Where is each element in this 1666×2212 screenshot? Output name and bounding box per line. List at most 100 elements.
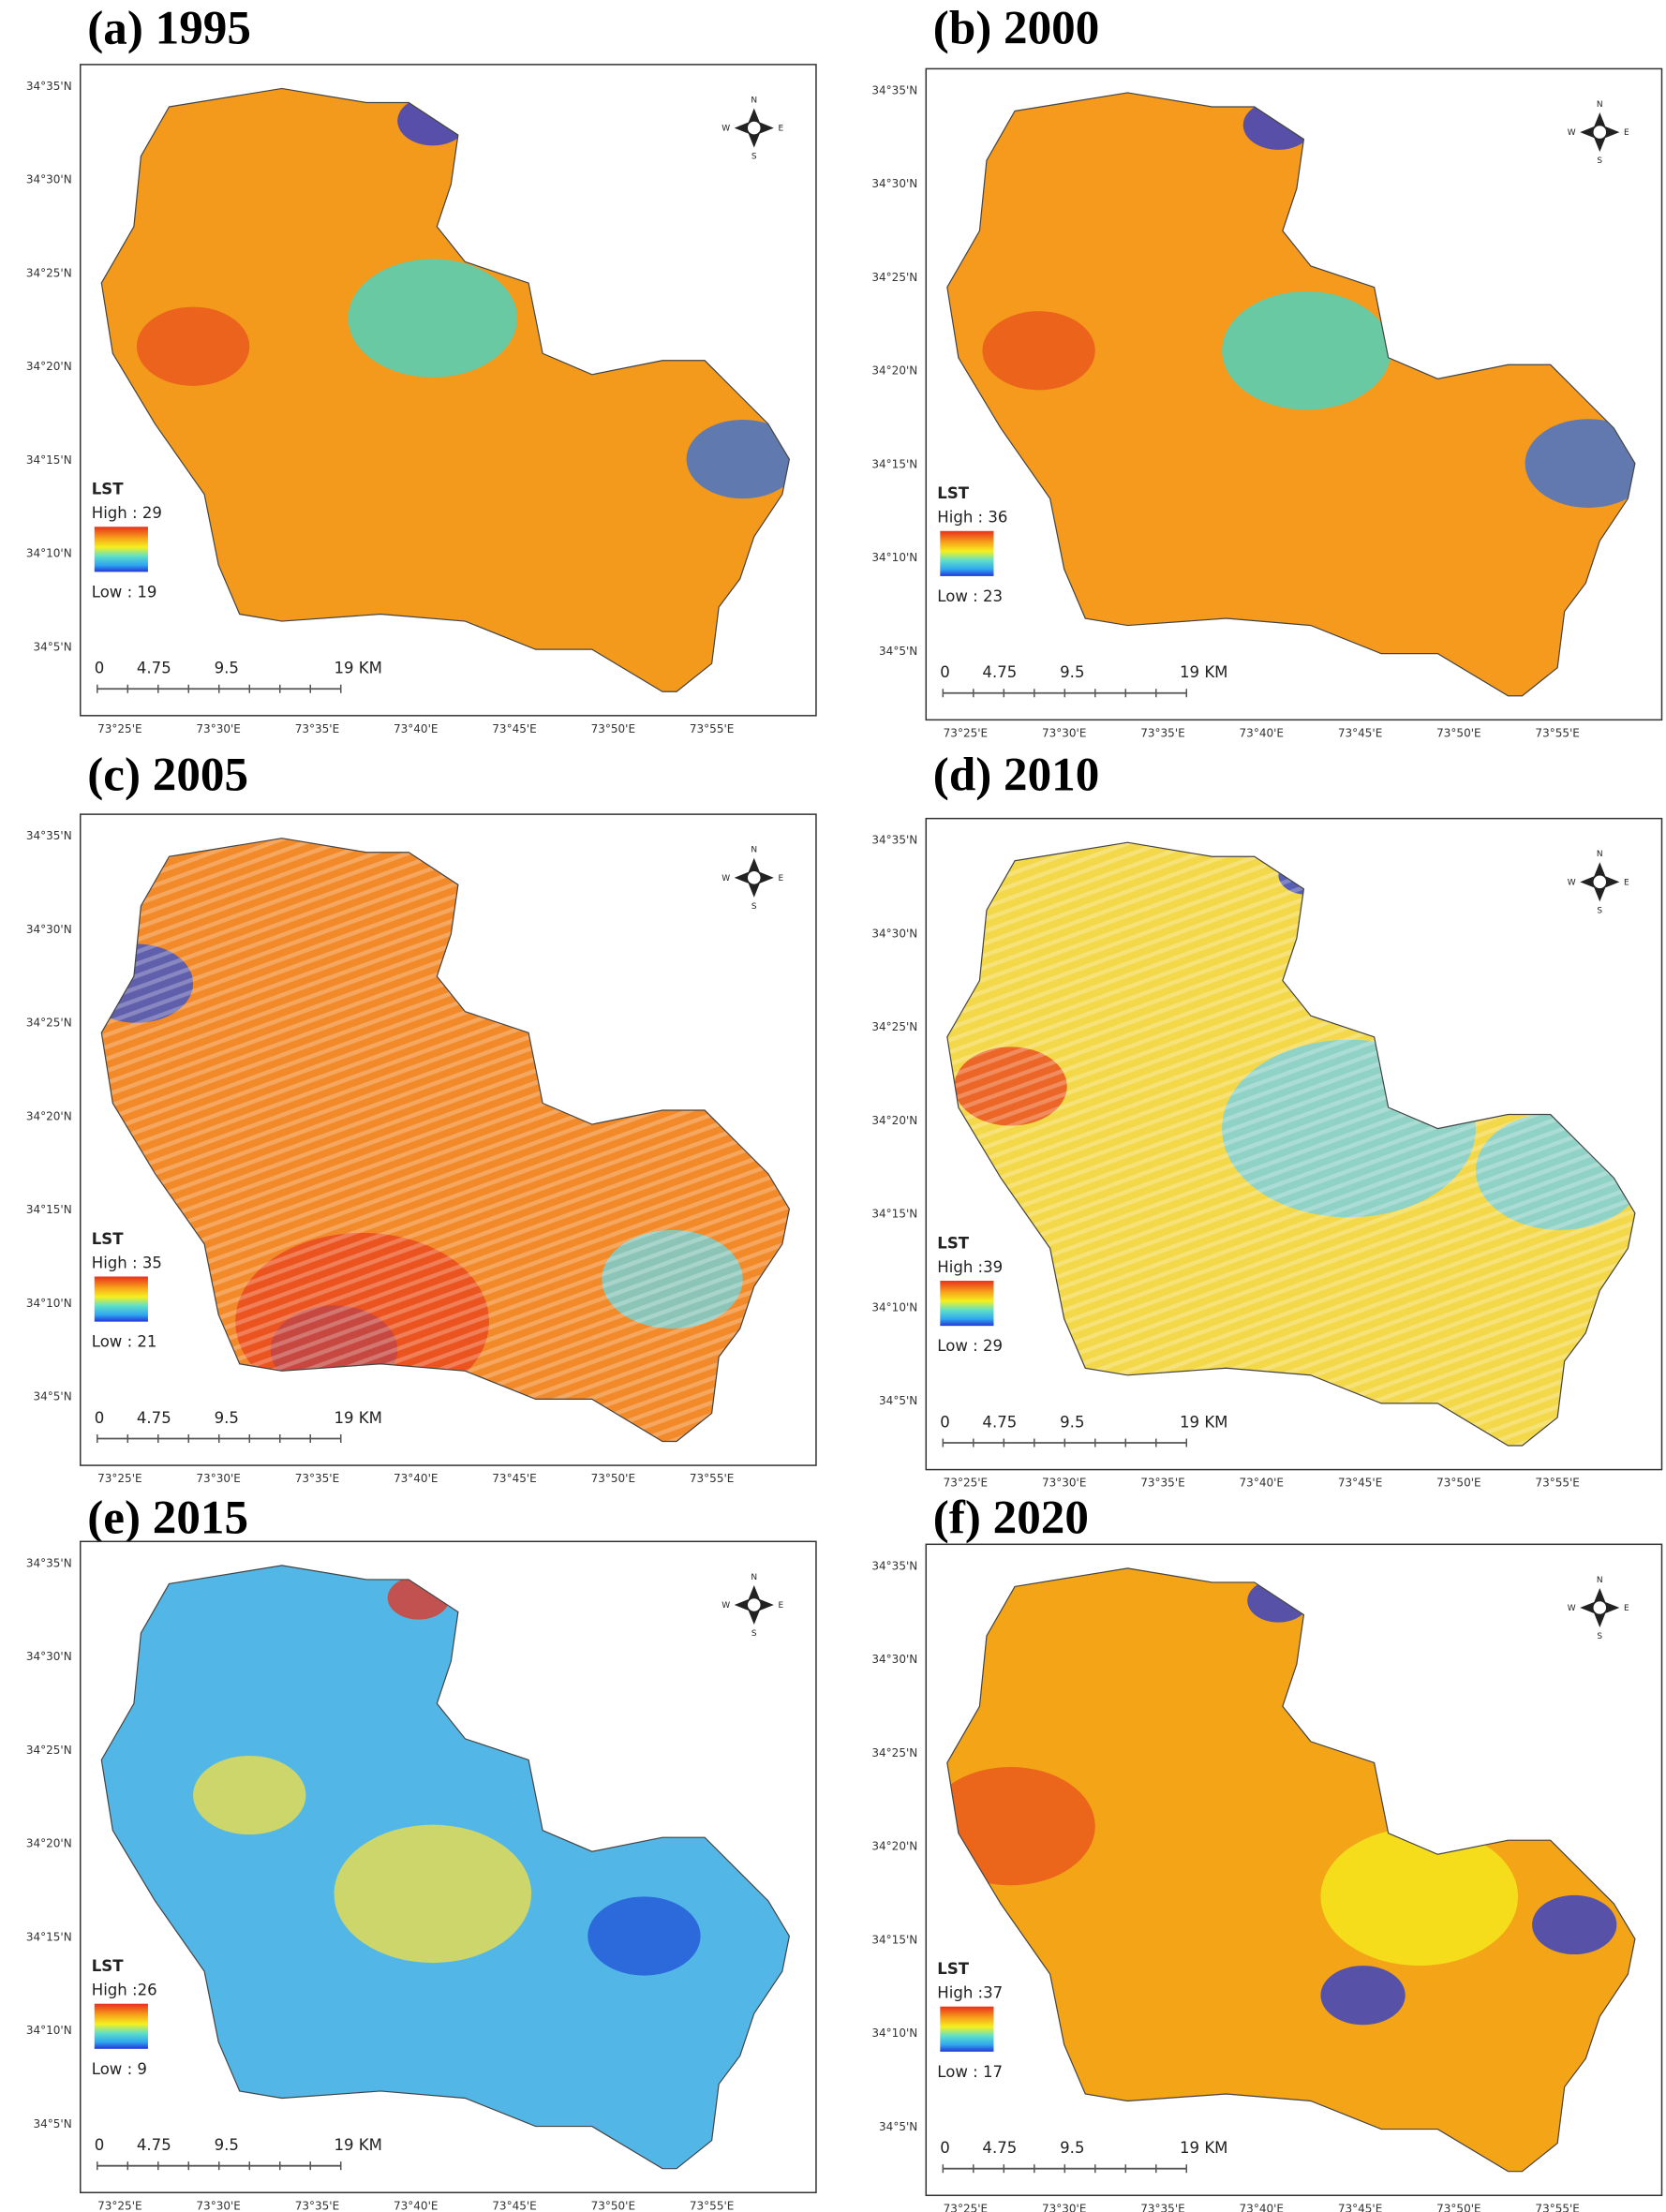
legend-title: LST: [92, 481, 124, 498]
map-outline: [100, 838, 791, 1443]
lon-label: 73°55'E: [690, 2199, 734, 2212]
lon-label: 73°30'E: [1042, 1477, 1086, 1490]
scale-label: 4.75: [982, 663, 1017, 681]
legend-high: High :39: [937, 1258, 1003, 1276]
legend-low: Low : 9: [92, 2060, 147, 2078]
map-zone: [982, 311, 1095, 391]
lon-label: 73°40'E: [394, 1472, 438, 1485]
lon-label: 73°50'E: [1436, 726, 1480, 739]
lat-label: 34°15'N: [26, 1203, 72, 1216]
lat-label: 34°25'N: [26, 266, 72, 279]
legend-ramp: [94, 1276, 148, 1322]
compass-label: W: [1568, 128, 1576, 138]
scale-label: 0: [95, 2136, 105, 2154]
lon-label: 73°35'E: [295, 2199, 339, 2212]
compass-center: [746, 869, 763, 886]
compass-label: E: [778, 874, 783, 883]
scale-label: 19 KM: [335, 660, 382, 677]
lat-label: 34°5'N: [33, 2117, 71, 2130]
lon-label: 73°25'E: [97, 1472, 141, 1485]
compass-label: S: [751, 902, 757, 912]
lon-label: 73°35'E: [1140, 1477, 1184, 1490]
legend-low: Low : 19: [92, 583, 157, 601]
scale-label: 9.5: [1060, 663, 1084, 681]
lat-label: 34°5'N: [879, 1394, 917, 1407]
compass-label: N: [1597, 100, 1603, 110]
map-panel: 34°35'N 34°30'N 34°25'N 34°20'N 34°15'N 34°10…: [871, 1543, 1663, 2212]
compass-label: E: [1624, 128, 1629, 138]
lat-label: 34°20'N: [26, 360, 72, 373]
lat-label: 34°10'N: [871, 551, 917, 564]
scale-label: 4.75: [982, 2139, 1017, 2157]
compass-label: S: [1597, 1632, 1602, 1641]
map-zone: [193, 1755, 306, 1835]
legend-ramp: [94, 2003, 148, 2049]
compass-label: E: [1624, 1604, 1629, 1613]
lon-label: 73°40'E: [1240, 726, 1284, 739]
panel-title: (e) 2015: [87, 1491, 248, 1544]
scale-label: 9.5: [215, 2136, 239, 2154]
lat-label: 34°25'N: [871, 1020, 917, 1033]
lon-label: 73°45'E: [1338, 726, 1382, 739]
lat-label: 34°35'N: [26, 80, 72, 93]
lon-label: 73°55'E: [1535, 2202, 1579, 2212]
panel-title: (d) 2010: [933, 749, 1100, 802]
legend-high: High : 36: [937, 509, 1007, 527]
map-outline: [946, 1567, 1636, 2173]
lon-label: 73°45'E: [1338, 2202, 1382, 2212]
lat-label: 34°15'N: [26, 1930, 72, 1943]
lat-label: 34°25'N: [26, 1017, 72, 1030]
map-zone: [334, 1824, 532, 1964]
lon-label: 73°55'E: [690, 1472, 734, 1485]
lon-label: 73°50'E: [591, 722, 635, 735]
lat-label: 34°5'N: [879, 2120, 917, 2133]
lat-label: 34°20'N: [871, 364, 917, 378]
lon-label: 73°30'E: [1042, 2202, 1086, 2212]
compass-label: E: [778, 125, 783, 134]
scale-label: 19 KM: [335, 2136, 382, 2154]
map-zone: [588, 1896, 701, 1976]
lat-label: 34°10'N: [26, 2024, 72, 2037]
lon-label: 73°45'E: [492, 722, 536, 735]
legend-ramp: [94, 527, 148, 572]
legend-title: LST: [92, 1957, 124, 1975]
lon-label: 73°40'E: [394, 2199, 438, 2212]
lon-label: 73°50'E: [1436, 2202, 1480, 2212]
lat-label: 34°25'N: [871, 1746, 917, 1759]
lat-label: 34°10'N: [871, 1300, 917, 1314]
map-zone: [1532, 1894, 1617, 1955]
legend-title: LST: [937, 484, 969, 502]
legend-high: High : 35: [92, 1254, 162, 1271]
map-panel: 34°35'N 34°30'N 34°25'N 34°20'N 34°15'N 34°10…: [26, 1540, 817, 2212]
panel-title: (f) 2020: [933, 1491, 1089, 1544]
scale-label: 4.75: [137, 2136, 171, 2154]
lat-label: 34°5'N: [33, 640, 71, 653]
lat-label: 34°35'N: [871, 1559, 917, 1572]
lat-label: 34°30'N: [871, 927, 917, 940]
compass-center: [746, 120, 763, 136]
lon-label: 73°25'E: [944, 726, 988, 739]
scale-label: 9.5: [1060, 1413, 1084, 1431]
scale-label: 4.75: [982, 1413, 1017, 1431]
lon-label: 73°50'E: [591, 1472, 635, 1485]
compass-label: E: [778, 1601, 783, 1611]
lat-label: 34°30'N: [871, 1653, 917, 1666]
lat-label: 34°30'N: [871, 177, 917, 190]
legend-high: High :26: [92, 1982, 157, 1999]
map-panel: 34°35'N 34°30'N 34°25'N 34°20'N 34°15'N 34°10…: [26, 64, 817, 735]
scale-label: 9.5: [1060, 2139, 1084, 2157]
compass-center: [1592, 874, 1608, 890]
compass-label: N: [1597, 1576, 1603, 1585]
map-zone: [1222, 291, 1391, 410]
compass-label: S: [1597, 906, 1602, 915]
compass-label: S: [751, 1629, 757, 1639]
lon-label: 73°25'E: [97, 722, 141, 735]
lat-label: 34°20'N: [871, 1114, 917, 1127]
map-zone: [1320, 1966, 1406, 2026]
lat-label: 34°15'N: [871, 1933, 917, 1946]
lat-label: 34°35'N: [871, 83, 917, 96]
compass-label: S: [1597, 156, 1602, 166]
lon-label: 73°25'E: [944, 1477, 988, 1490]
lat-label: 34°15'N: [871, 1208, 917, 1221]
